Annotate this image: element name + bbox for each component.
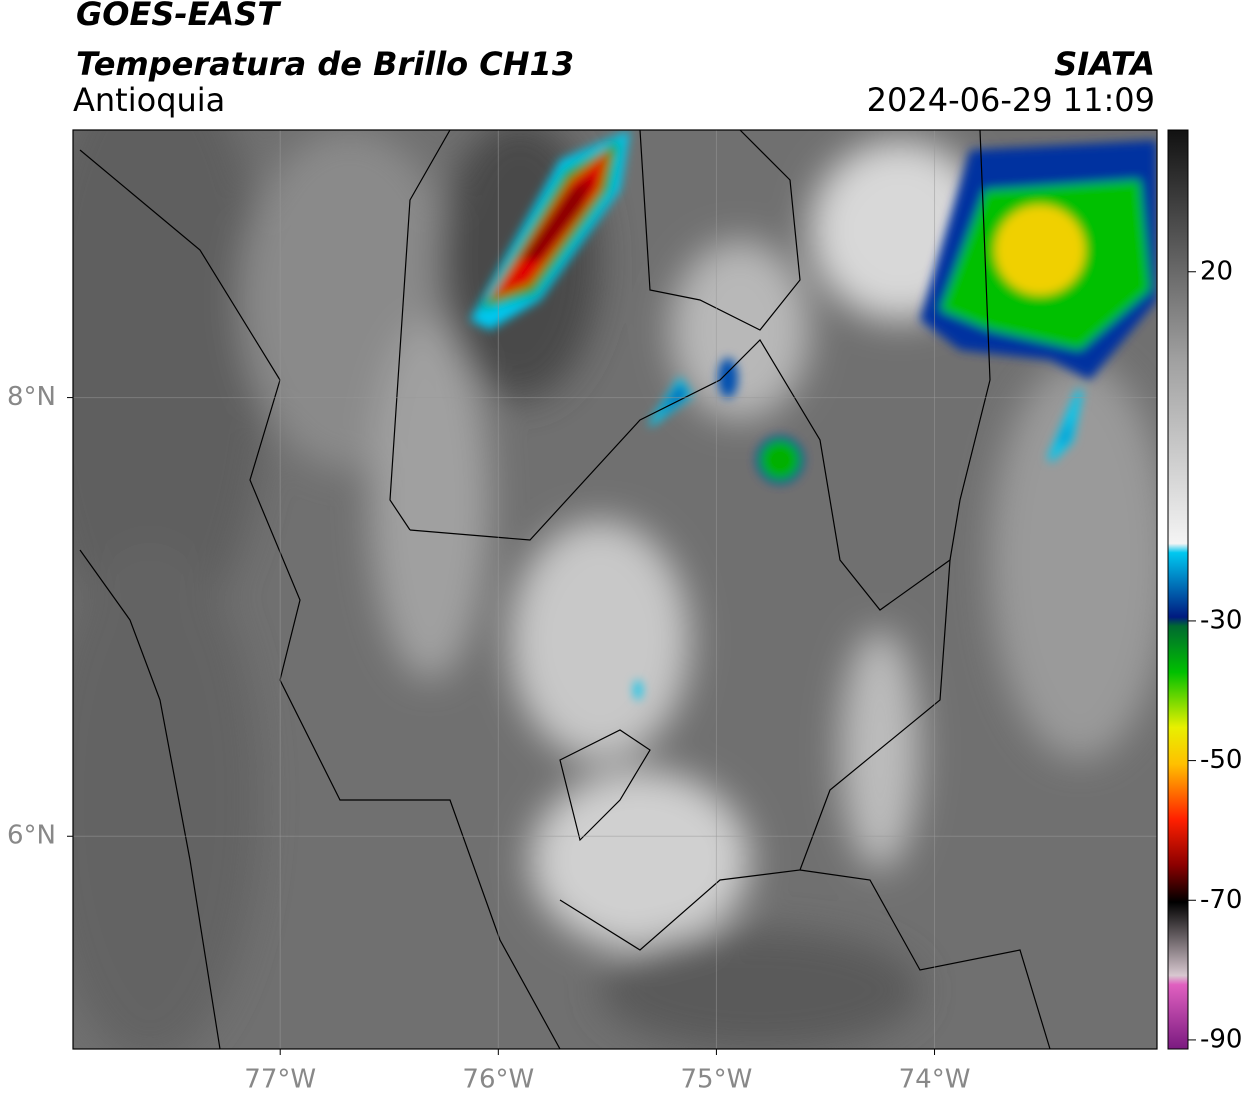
- colorbar-label: -90: [1200, 1024, 1242, 1054]
- colorbar-label: 20: [1200, 256, 1233, 286]
- map-frame: [72, 129, 1158, 1050]
- satellite-title: GOES-EAST: [76, 0, 281, 33]
- grid: [73, 130, 1157, 1049]
- colorbar-label: -70: [1200, 885, 1242, 915]
- datetime: 2024-06-29 11:09: [867, 81, 1155, 119]
- x-tick-label: 74°W: [899, 1065, 971, 1095]
- x-tick-label: 77°W: [244, 1065, 316, 1095]
- colorbar-label: -30: [1200, 605, 1242, 635]
- y-tick-label: 8°N: [7, 382, 56, 412]
- colorbar-label: -50: [1200, 745, 1242, 775]
- region: Antioquia: [73, 81, 225, 119]
- x-tick-label: 76°W: [462, 1065, 534, 1095]
- colorbar: [1167, 129, 1189, 1050]
- x-tick-label: 75°W: [681, 1065, 753, 1095]
- satellite-image: [73, 130, 1157, 1049]
- agency: SIATA: [1054, 45, 1155, 83]
- y-tick-label: 6°N: [7, 821, 56, 851]
- product-title: Temperatura de Brillo CH13: [76, 45, 574, 83]
- borders: [79, 130, 1051, 1049]
